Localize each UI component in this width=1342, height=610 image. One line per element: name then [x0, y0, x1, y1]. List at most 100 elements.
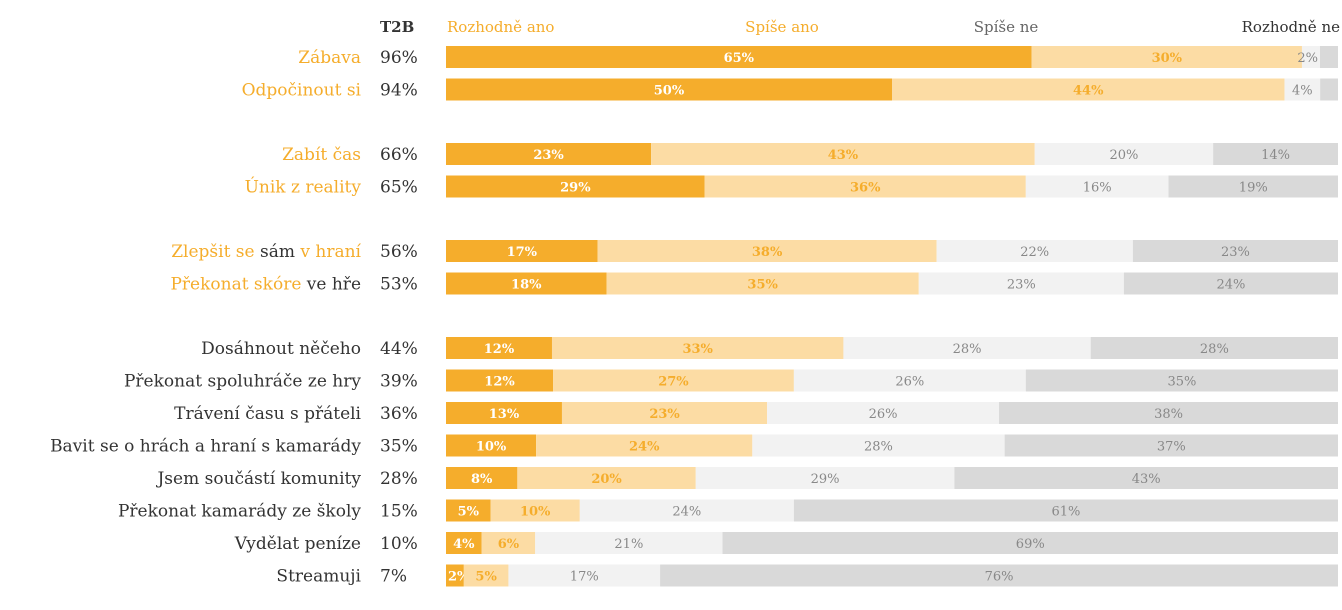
segment-label: 35% [1167, 375, 1196, 390]
t2b-value: 39% [380, 372, 418, 392]
t2b-value: 36% [380, 404, 418, 424]
segment-label: 24% [629, 440, 660, 455]
bar-segment [446, 434, 537, 457]
legend-rozhodne-ano: Rozhodně ano [447, 18, 554, 36]
chart-row: Trávení času s přáteli 36% 13% 23% 26% 38% [174, 402, 1338, 424]
category-label: Trávení času s přáteli [174, 404, 361, 424]
category-label: Jsem součástí komunity [155, 469, 361, 489]
segment-label: 36% [850, 181, 881, 196]
category-label-part: Překonat spoluhráče ze hry [124, 372, 361, 392]
chart-header: T2B Rozhodně ano Spíše ano Spíše ne Rozh… [380, 18, 1340, 36]
segment-label: 17% [507, 245, 538, 260]
bar-segment [490, 499, 580, 522]
t2b-value: 35% [380, 437, 418, 457]
segment-label: 23% [533, 148, 564, 163]
category-label: Streamuji [276, 567, 361, 587]
t2b-value: 53% [380, 275, 418, 295]
segment-label: 37% [1157, 440, 1186, 455]
bar-segment [1213, 143, 1338, 165]
segment-label: 13% [489, 407, 520, 422]
bar-segment [954, 467, 1338, 489]
bar-segment [892, 78, 1285, 101]
category-label-part: v hraní [299, 242, 361, 262]
category-label-part: Odpočinout si [242, 81, 362, 101]
segment-label: 14% [1261, 148, 1290, 163]
bar-segment [463, 564, 509, 587]
bar-segment [704, 175, 1026, 198]
segment-label: 16% [1083, 181, 1112, 196]
bar-segment [695, 467, 955, 489]
category-label: Zlepšit se sám v hraní [171, 242, 361, 262]
segment-label: 30% [1152, 51, 1183, 66]
bar-segment [446, 143, 652, 165]
category-label: Bavit se o hrách a hraní s kamarády [50, 437, 361, 457]
bar-segment [1004, 434, 1338, 457]
segment-label: 23% [649, 407, 680, 422]
category-label-part: Zábava [298, 48, 361, 68]
t2b-value: 10% [380, 534, 418, 554]
bar-segment [1034, 143, 1214, 165]
t2b-value: 65% [380, 178, 418, 198]
bar-segment [446, 240, 598, 262]
t2b-value: 94% [380, 81, 418, 101]
bar-segment [660, 564, 1338, 587]
legend-rozhodne-ne: Rozhodně ne [1242, 18, 1340, 36]
chart-row: Překonat skóre ve hře 53% 18% 35% 23% 24% [170, 272, 1338, 295]
category-label: Vydělat peníze [234, 534, 361, 554]
segment-label: 28% [864, 440, 893, 455]
t2b-value: 7% [380, 567, 407, 587]
category-label: Únik z reality [245, 177, 362, 198]
category-label: Odpočinout si [242, 81, 362, 101]
segment-label: 76% [985, 570, 1014, 585]
segment-label: 5% [458, 505, 480, 520]
bar-segment [446, 78, 892, 101]
category-label-part: Zlepšit se [171, 242, 254, 262]
segment-label: 26% [895, 375, 924, 390]
chart-row: Zabít čas 66% 23% 43% 20% 14% [282, 143, 1338, 165]
segment-label: 33% [682, 342, 713, 357]
category-label-part: Překonat skóre [170, 275, 301, 295]
segment-label: 20% [591, 472, 622, 487]
segment-label: 20% [1109, 148, 1138, 163]
chart-row: Odpočinout si 94% 50% 44% 4% [242, 78, 1338, 101]
bar-segment [553, 369, 794, 392]
segment-label: 17% [570, 570, 599, 585]
segment-label: 6% [498, 537, 520, 552]
category-label-part: Streamuji [276, 567, 361, 587]
t2b-value: 28% [380, 469, 418, 489]
bar-segment [793, 499, 1338, 522]
segment-label: 38% [752, 245, 783, 260]
segment-label: 24% [1217, 278, 1246, 293]
bar-segment [536, 434, 753, 457]
category-label: Dosáhnout něčeho [201, 339, 361, 359]
bar-segment [651, 143, 1035, 165]
segment-label: 61% [1051, 505, 1080, 520]
segment-label: 50% [654, 84, 685, 99]
t2b-value: 15% [380, 502, 418, 522]
category-label: Zábava [298, 48, 361, 68]
bar-segment [752, 434, 1005, 457]
t2b-value: 44% [380, 339, 418, 359]
category-label-part: Vydělat peníze [234, 534, 361, 554]
segment-label: 43% [1132, 472, 1161, 487]
segment-label: 18% [511, 278, 542, 293]
bar-segment [446, 175, 705, 198]
bar-segment [446, 369, 554, 392]
bar-segment [1168, 175, 1338, 198]
bar-segment [1301, 46, 1320, 68]
chart-row: Vydělat peníze 10% 4% 6% 21% 69% [234, 532, 1338, 554]
bar-segment [446, 532, 482, 554]
category-label-part: Bavit se o hrách a hraní s kamarády [50, 437, 361, 457]
segment-label: 12% [484, 342, 515, 357]
bar-segment [1284, 78, 1321, 101]
segment-label: 10% [520, 505, 551, 520]
bar-segment [1090, 337, 1338, 359]
segment-label: 35% [747, 278, 778, 293]
segment-label: 23% [1007, 278, 1036, 293]
segment-label: 69% [1016, 537, 1045, 552]
legend-spise-ne: Spíše ne [974, 18, 1039, 36]
t2b-value: 66% [380, 145, 418, 165]
segment-label: 12% [484, 375, 515, 390]
t2b-header: T2B [380, 18, 414, 36]
bar-segment [535, 532, 723, 554]
